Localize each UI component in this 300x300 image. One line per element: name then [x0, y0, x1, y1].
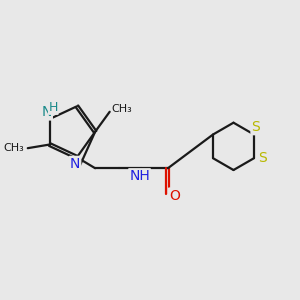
- Text: O: O: [169, 188, 180, 203]
- Text: S: S: [251, 120, 260, 134]
- Text: CH₃: CH₃: [112, 104, 132, 114]
- Text: CH₃: CH₃: [3, 143, 24, 153]
- Text: N: N: [70, 157, 80, 171]
- Text: NH: NH: [129, 169, 150, 183]
- Text: N: N: [41, 106, 52, 119]
- Text: H: H: [49, 101, 58, 114]
- Text: S: S: [258, 151, 266, 165]
